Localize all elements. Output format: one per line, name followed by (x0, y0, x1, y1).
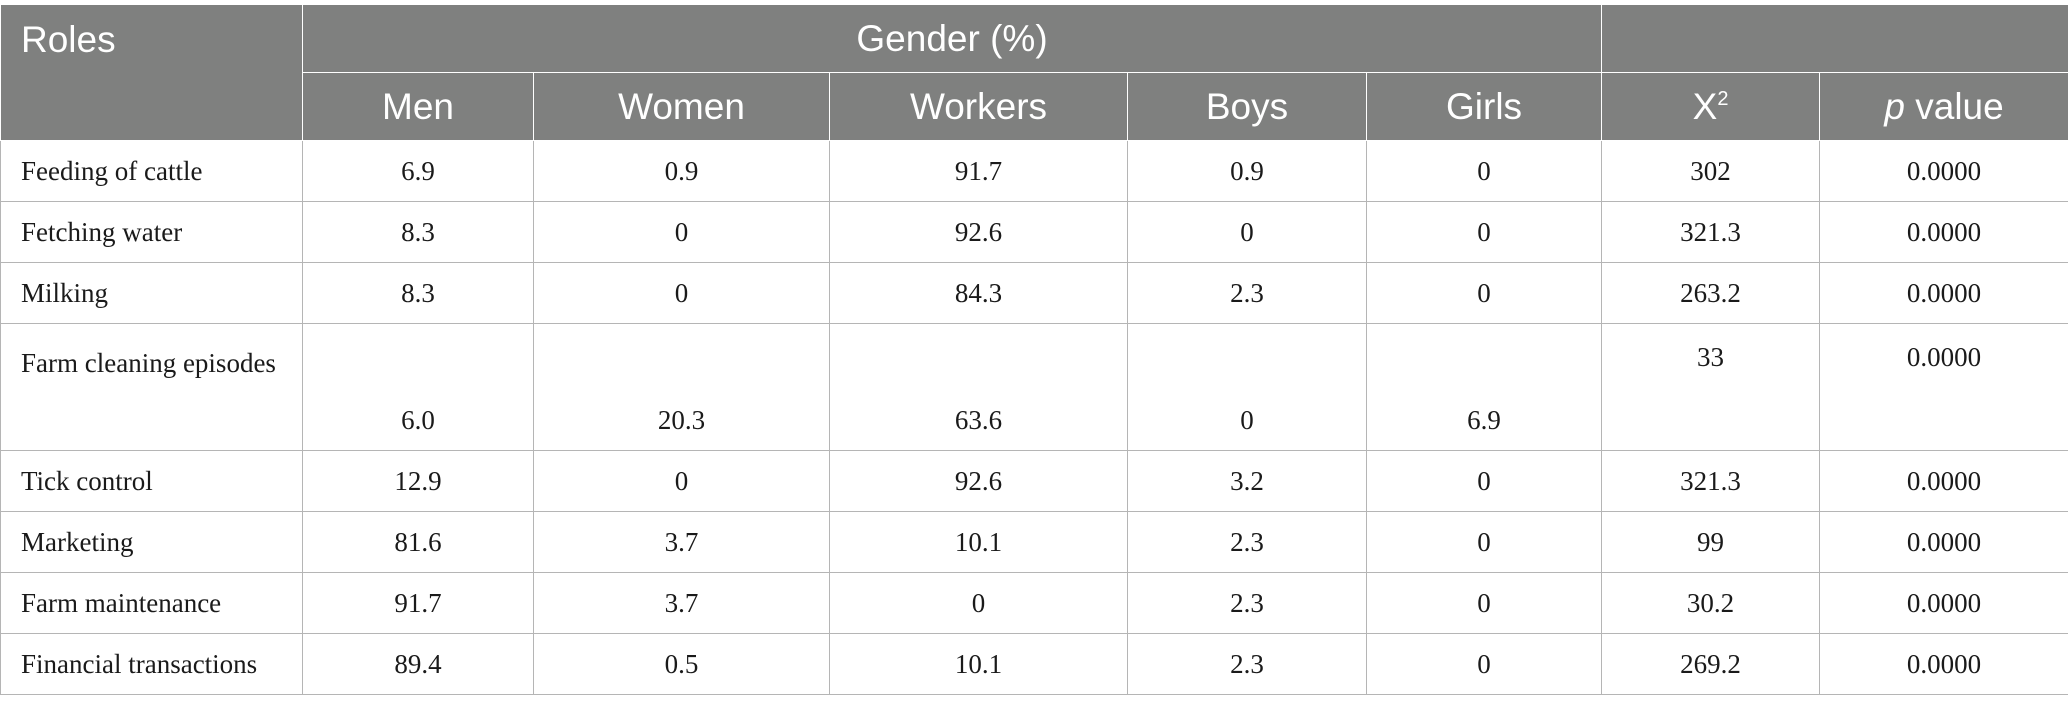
cell-boys: 0 (1127, 201, 1367, 263)
cell-chi-square: 33 (1601, 323, 1821, 451)
cell-men: 12.9 (302, 450, 534, 512)
cell-chi-square: 321.3 (1601, 450, 1821, 512)
cell-p-value: 0.0000 (1819, 633, 2068, 695)
cell-girls: 0 (1365, 633, 1603, 695)
cell-boys: 3.2 (1127, 450, 1367, 512)
cell-men: 8.3 (302, 262, 534, 324)
header-blank (1601, 4, 2068, 73)
cell-workers: 63.6 (829, 323, 1128, 451)
cell-chi-square: 302 (1601, 140, 1821, 202)
cell-women: 20.3 (533, 323, 830, 451)
row-role: Tick control (0, 450, 303, 512)
cell-p-value: 0.0000 (1819, 140, 2068, 202)
row-role: Feeding of cattle (0, 140, 303, 202)
chi-base: X (1692, 85, 1718, 127)
cell-women: 0 (533, 201, 830, 263)
table-row: Financial transactions 89.4 0.5 10.1 2.3… (0, 633, 2068, 695)
table-row: Farm cleaning episodes 6.0 20.3 63.6 0 6… (0, 323, 2068, 451)
header-roles: Roles (0, 4, 303, 141)
cell-chi-square: 269.2 (1601, 633, 1821, 695)
cell-workers: 91.7 (829, 140, 1128, 202)
cell-p-value: 0.0000 (1819, 572, 2068, 634)
cell-workers: 10.1 (829, 511, 1128, 573)
cell-workers: 10.1 (829, 633, 1128, 695)
cell-p-value: 0.0000 (1819, 201, 2068, 263)
header-chi-square: X2 (1601, 72, 1821, 141)
cell-women: 0.5 (533, 633, 830, 695)
cell-workers: 92.6 (829, 201, 1128, 263)
table-row: Fetching water 8.3 0 92.6 0 0 321.3 0.00… (0, 201, 2068, 263)
chi-superscript: 2 (1717, 87, 1729, 110)
cell-boys: 2.3 (1127, 511, 1367, 573)
cell-p-value: 0.0000 (1819, 511, 2068, 573)
cell-boys: 2.3 (1127, 572, 1367, 634)
header-p-value: p value (1819, 72, 2068, 141)
cell-p-value: 0.0000 (1819, 323, 2068, 451)
cell-men: 81.6 (302, 511, 534, 573)
header-women: Women (533, 72, 830, 141)
table-row: Milking 8.3 0 84.3 2.3 0 263.2 0.0000 (0, 262, 2068, 324)
p-rest: value (1904, 85, 2004, 127)
cell-girls: 0 (1365, 450, 1603, 512)
table-row: Marketing 81.6 3.7 10.1 2.3 0 99 0.0000 (0, 511, 2068, 573)
cell-women: 0 (533, 450, 830, 512)
cell-girls: 0 (1365, 201, 1603, 263)
row-role: Farm maintenance (0, 572, 303, 634)
cell-girls: 6.9 (1365, 323, 1603, 451)
table-row: Farm maintenance 91.7 3.7 0 2.3 0 30.2 0… (0, 572, 2068, 634)
cell-men: 91.7 (302, 572, 534, 634)
cell-boys: 0.9 (1127, 140, 1367, 202)
row-role: Fetching water (0, 201, 303, 263)
cell-p-value: 0.0000 (1819, 262, 2068, 324)
cell-men: 89.4 (302, 633, 534, 695)
roles-gender-table: Roles Gender (%) Men Women Workers Boys … (0, 4, 2068, 695)
row-role: Milking (0, 262, 303, 324)
cell-girls: 0 (1365, 140, 1603, 202)
cell-men: 8.3 (302, 201, 534, 263)
cell-girls: 0 (1365, 572, 1603, 634)
cell-workers: 84.3 (829, 262, 1128, 324)
cell-chi-square: 99 (1601, 511, 1821, 573)
header-boys: Boys (1127, 72, 1367, 141)
cell-men: 6.0 (302, 323, 534, 451)
row-role: Financial transactions (0, 633, 303, 695)
row-role: Marketing (0, 511, 303, 573)
cell-boys: 2.3 (1127, 633, 1367, 695)
cell-men: 6.9 (302, 140, 534, 202)
cell-chi-square: 321.3 (1601, 201, 1821, 263)
cell-p-value: 0.0000 (1819, 450, 2068, 512)
cell-boys: 2.3 (1127, 262, 1367, 324)
cell-women: 0 (533, 262, 830, 324)
table-body: Feeding of cattle 6.9 0.9 91.7 0.9 0 302… (0, 140, 2068, 695)
table-header: Roles Gender (%) Men Women Workers Boys … (0, 4, 2068, 141)
table-row: Tick control 12.9 0 92.6 3.2 0 321.3 0.0… (0, 450, 2068, 512)
p-italic: p (1884, 85, 1905, 127)
header-girls: Girls (1365, 72, 1603, 141)
cell-women: 3.7 (533, 511, 830, 573)
cell-girls: 0 (1365, 262, 1603, 324)
cell-workers: 0 (829, 572, 1128, 634)
header-men: Men (302, 72, 534, 141)
cell-chi-square: 263.2 (1601, 262, 1821, 324)
table-row: Feeding of cattle 6.9 0.9 91.7 0.9 0 302… (0, 140, 2068, 202)
cell-women: 3.7 (533, 572, 830, 634)
header-workers: Workers (829, 72, 1128, 141)
cell-chi-square: 30.2 (1601, 572, 1821, 634)
cell-women: 0.9 (533, 140, 830, 202)
cell-girls: 0 (1365, 511, 1603, 573)
row-role: Farm cleaning episodes (0, 323, 303, 451)
cell-workers: 92.6 (829, 450, 1128, 512)
header-gender-group: Gender (%) (301, 4, 1603, 73)
cell-boys: 0 (1127, 323, 1367, 451)
